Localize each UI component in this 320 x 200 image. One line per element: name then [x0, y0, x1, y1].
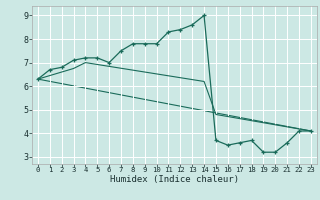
X-axis label: Humidex (Indice chaleur): Humidex (Indice chaleur) [110, 175, 239, 184]
